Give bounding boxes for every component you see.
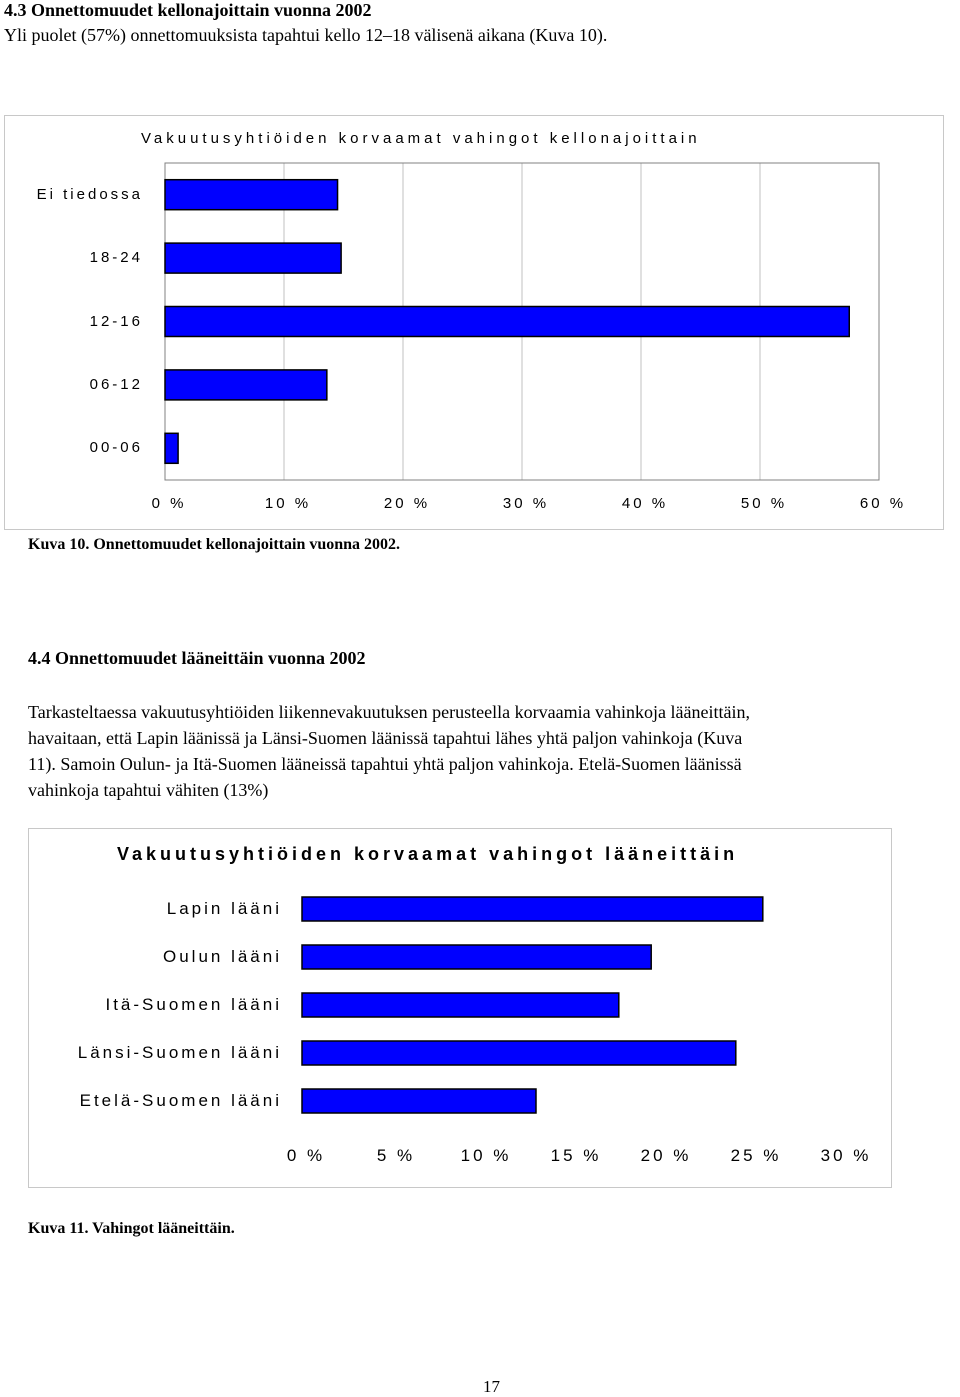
tick-label: 0 % bbox=[286, 1146, 326, 1165]
bar-12-16 bbox=[164, 305, 850, 338]
tick-label: 20 % bbox=[383, 495, 431, 512]
tick-label: 15 % bbox=[550, 1146, 602, 1165]
category-label: Etelä-Suomen lääni bbox=[79, 1090, 282, 1110]
section-heading-4-4: 4.4 Onnettomuudet lääneittäin vuonna 200… bbox=[28, 648, 366, 668]
bar-etelä-suomen-lääni bbox=[301, 1088, 537, 1114]
bar-18-24 bbox=[164, 242, 342, 274]
tick-label: 30 % bbox=[820, 1146, 872, 1165]
category-label: Itä-Suomen lääni bbox=[105, 994, 282, 1014]
chart-title: Vakuutusyhtiöiden korvaamat vahingot lää… bbox=[117, 844, 739, 864]
text-line: vahinkoja tapahtui vähiten (13%) bbox=[28, 780, 269, 800]
tick-label: 60 % bbox=[859, 495, 907, 512]
chart-by-province: Vakuutusyhtiöiden korvaamat vahingot lää… bbox=[28, 828, 892, 1188]
chart-plot-area bbox=[301, 896, 764, 1114]
category-label: Ei tiedossa bbox=[36, 185, 143, 203]
tick-label: 0 % bbox=[151, 495, 187, 512]
category-label: Oulun lääni bbox=[162, 946, 282, 966]
bar-itä-suomen-lääni bbox=[301, 992, 620, 1018]
tick-label: 10 % bbox=[264, 495, 312, 512]
tick-label: 30 % bbox=[502, 495, 550, 512]
tick-label: 5 % bbox=[376, 1146, 416, 1165]
section-intro-text: Yli puolet (57%) onnettomuuksista tapaht… bbox=[4, 25, 608, 45]
chart-title: Vakuutusyhtiöiden korvaamat vahingot kel… bbox=[141, 130, 701, 147]
tick-label: 10 % bbox=[460, 1146, 512, 1165]
text-line: 11). Samoin Oulun- ja Itä-Suomen lääneis… bbox=[28, 754, 742, 774]
text-line: Tarkasteltaessa vakuutusyhtiöiden liiken… bbox=[28, 702, 751, 722]
bar-ei-tiedossa bbox=[164, 178, 339, 211]
category-label: 12-16 bbox=[89, 312, 143, 330]
tick-label: 20 % bbox=[640, 1146, 692, 1165]
bar-oulun-lääni bbox=[301, 944, 652, 970]
category-label: 06-12 bbox=[89, 375, 143, 393]
figure-caption: Kuva 11. Vahingot lääneittäin. bbox=[28, 1220, 235, 1237]
tick-label: 40 % bbox=[621, 495, 669, 512]
category-label: 00-06 bbox=[89, 439, 143, 457]
category-label: Lapin lääni bbox=[166, 898, 282, 918]
chart-plot-area bbox=[164, 162, 880, 481]
tick-label: 25 % bbox=[730, 1146, 782, 1165]
chart-time-of-day: Vakuutusyhtiöiden korvaamat vahingot kel… bbox=[4, 115, 944, 530]
bar-länsi-suomen-lääni bbox=[301, 1040, 737, 1066]
section-body-text: Tarkasteltaessa vakuutusyhtiöiden liiken… bbox=[28, 699, 958, 803]
bar-00-06 bbox=[164, 432, 179, 465]
tick-label: 50 % bbox=[740, 495, 788, 512]
figure-caption: Kuva 10. Onnettomuudet kellonajoittain v… bbox=[28, 536, 401, 553]
page-number: 17 bbox=[483, 1377, 500, 1396]
category-label: Länsi-Suomen lääni bbox=[77, 1042, 282, 1062]
bar-lapin-lääni bbox=[301, 896, 764, 922]
bar-06-12 bbox=[164, 369, 328, 401]
section-heading-4-3: 4.3 Onnettomuudet kellonajoittain vuonna… bbox=[4, 0, 372, 20]
text-line: havaitaan, että Lapin läänissä ja Länsi-… bbox=[28, 728, 743, 748]
category-label: 18-24 bbox=[89, 249, 143, 267]
